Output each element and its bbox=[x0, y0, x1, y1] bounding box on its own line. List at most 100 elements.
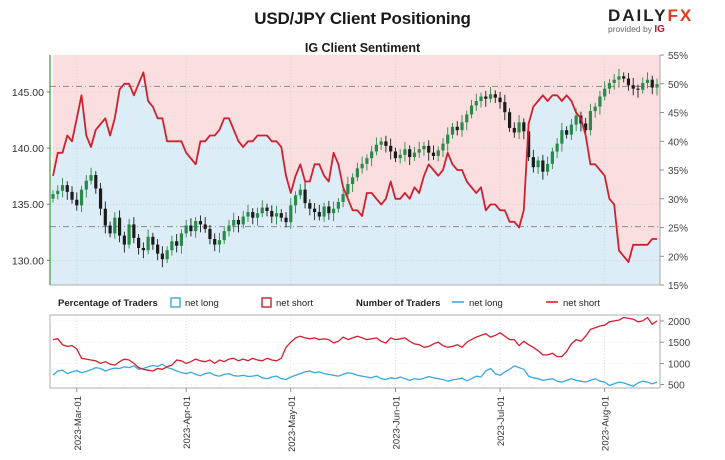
candle-body bbox=[622, 76, 626, 79]
candle-body bbox=[117, 217, 122, 236]
candle-body bbox=[546, 163, 550, 172]
candle-body bbox=[151, 236, 155, 245]
net-short-line bbox=[52, 71, 657, 263]
candle-body bbox=[51, 194, 55, 199]
candle-body bbox=[75, 199, 79, 206]
candle-body bbox=[241, 216, 245, 225]
candle-body bbox=[636, 88, 640, 90]
candle-body bbox=[360, 163, 364, 169]
candle-body bbox=[393, 151, 398, 159]
candle-body bbox=[265, 207, 269, 211]
candle-body bbox=[541, 160, 545, 172]
candle-body bbox=[517, 122, 521, 133]
candle-body bbox=[607, 83, 612, 89]
candle-body bbox=[436, 150, 440, 156]
candle-body bbox=[655, 84, 659, 88]
dailyfx-logo: DAILYFX provided by IG bbox=[608, 6, 718, 35]
price-tick-label: 135.00 bbox=[12, 199, 44, 211]
candle-body bbox=[612, 79, 616, 84]
candle-body bbox=[289, 205, 293, 223]
candle-body bbox=[484, 96, 488, 99]
candle-body bbox=[65, 185, 69, 192]
candle-body bbox=[536, 160, 540, 168]
candle-body bbox=[189, 225, 193, 232]
candle-body bbox=[560, 130, 564, 144]
candle-body bbox=[217, 240, 222, 245]
candle-body bbox=[403, 149, 407, 155]
count-net-short-line bbox=[52, 316, 658, 372]
candle-body bbox=[555, 143, 559, 152]
candle-body bbox=[322, 206, 326, 217]
candle-body bbox=[526, 131, 531, 158]
candle-body bbox=[441, 143, 445, 151]
candle-body bbox=[70, 191, 74, 200]
price-tick-label: 145.00 bbox=[12, 87, 44, 99]
date-tick-label: 2023-Apr-01 bbox=[182, 396, 193, 449]
candle-body bbox=[198, 221, 203, 225]
candle-body bbox=[298, 189, 302, 196]
candle-body bbox=[374, 144, 379, 152]
price-tick-label: 140.00 bbox=[12, 143, 44, 155]
candle-body bbox=[569, 124, 573, 135]
legend-net-long-label: net long bbox=[185, 298, 219, 309]
candle-body bbox=[370, 151, 374, 159]
candle-body bbox=[479, 96, 483, 101]
candle-body bbox=[365, 158, 369, 164]
date-tick-label: 2023-May-01 bbox=[287, 396, 298, 452]
percent-tick-label: 40% bbox=[668, 137, 688, 148]
candle-body bbox=[222, 231, 226, 241]
candle-body bbox=[132, 224, 136, 238]
legend-row: Percentage of Traders net long net short Nu… bbox=[58, 297, 600, 309]
percent-tick-label: 25% bbox=[668, 224, 688, 235]
candle-body bbox=[346, 184, 350, 195]
candle-body bbox=[175, 241, 179, 246]
candle-body bbox=[137, 237, 141, 248]
candle-body bbox=[584, 123, 588, 131]
candle-body bbox=[412, 152, 417, 158]
candle-body bbox=[308, 203, 312, 209]
candle-body bbox=[645, 79, 650, 84]
candle-body bbox=[351, 177, 355, 185]
candle-body bbox=[422, 145, 426, 150]
candle-body bbox=[84, 180, 88, 190]
legend-net-long-swatch bbox=[170, 297, 181, 308]
candle-body bbox=[455, 126, 459, 131]
candle-body bbox=[331, 208, 336, 214]
candle-body bbox=[474, 101, 478, 106]
candle-body bbox=[213, 239, 217, 245]
percent-tick-label: 35% bbox=[668, 166, 688, 177]
candle-body bbox=[232, 219, 236, 226]
date-tick-label: 2023-Jun-01 bbox=[391, 396, 402, 449]
candle-body bbox=[469, 105, 474, 115]
candle-body bbox=[170, 241, 174, 251]
candle-body bbox=[94, 175, 98, 189]
candle-body bbox=[160, 253, 164, 260]
candle-body bbox=[270, 210, 274, 217]
legend-net-short-label: net short bbox=[276, 298, 313, 309]
count-tick-label: 500 bbox=[668, 381, 685, 392]
candle-body bbox=[512, 127, 516, 133]
date-tick-label: 2023-Jul-01 bbox=[496, 396, 507, 446]
candle-body bbox=[179, 233, 184, 246]
candle-body bbox=[127, 224, 131, 245]
candle-body bbox=[312, 208, 317, 213]
count-net-long-line bbox=[52, 363, 658, 387]
candle-body bbox=[498, 97, 502, 103]
trader-count-frame bbox=[49, 314, 661, 389]
candle-body bbox=[260, 207, 264, 214]
candle-body bbox=[113, 217, 117, 234]
logo-provided-by: provided by IG bbox=[608, 24, 665, 35]
candle-body bbox=[431, 152, 436, 156]
candle-body bbox=[565, 130, 569, 135]
candle-body bbox=[389, 145, 393, 152]
date-tick-label: 2023-Aug-01 bbox=[601, 396, 612, 451]
candle-body bbox=[450, 126, 455, 135]
candle-body bbox=[89, 175, 93, 181]
count-tick-label: 1500 bbox=[668, 338, 691, 349]
count-tick-label: 1000 bbox=[668, 359, 691, 370]
candle-body bbox=[631, 85, 635, 89]
candle-body bbox=[603, 88, 607, 97]
legend-percentage-title: Percentage of Traders bbox=[58, 298, 158, 309]
date-tick-label: 2023-Mar-01 bbox=[73, 396, 84, 450]
